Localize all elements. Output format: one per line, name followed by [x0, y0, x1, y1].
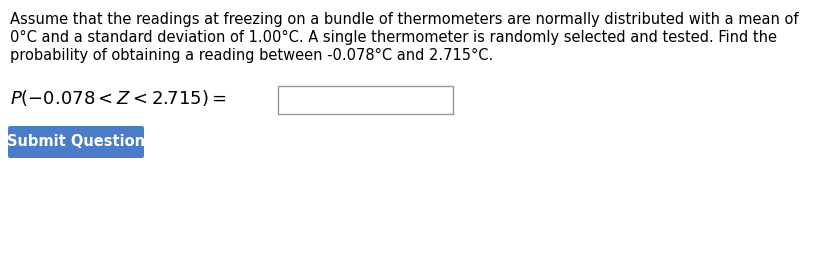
Text: Assume that the readings at freezing on a bundle of thermometers are normally di: Assume that the readings at freezing on …: [10, 12, 798, 27]
Text: 0°C and a standard deviation of 1.00°C. A single thermometer is randomly selecte: 0°C and a standard deviation of 1.00°C. …: [10, 30, 776, 45]
Text: probability of obtaining a reading between -0.078°C and 2.715°C.: probability of obtaining a reading betwe…: [10, 48, 493, 63]
FancyBboxPatch shape: [278, 86, 452, 114]
Text: Submit Question: Submit Question: [7, 134, 145, 150]
Text: $P(-0.078 < Z < 2.715) =$: $P(-0.078 < Z < 2.715) =$: [10, 88, 227, 108]
FancyBboxPatch shape: [8, 126, 144, 158]
